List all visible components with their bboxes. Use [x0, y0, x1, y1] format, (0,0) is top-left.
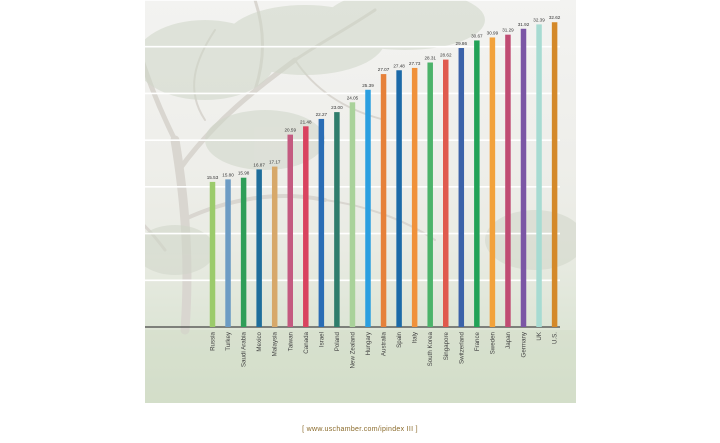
value-label: 27.48: [393, 63, 405, 68]
bar-south-korea: [427, 62, 433, 327]
value-label: 16.87: [253, 162, 265, 167]
value-label: 15.98: [238, 171, 250, 176]
value-label: 15.80: [222, 172, 234, 177]
x-tick-label: Japan: [505, 331, 512, 348]
value-label: 17.17: [269, 160, 281, 165]
x-tick-label: Sweden: [489, 331, 496, 354]
x-tick-label: Australia: [381, 331, 388, 356]
bar-italy: [411, 67, 418, 327]
value-label: 28.62: [440, 53, 452, 58]
bar-france: [474, 40, 480, 328]
value-label: 28.31: [424, 56, 436, 61]
x-tick-label: New Zealand: [349, 331, 356, 368]
x-tick-label: South Korea: [427, 331, 434, 366]
x-tick-label: Canada: [303, 331, 310, 353]
bar-sweden: [489, 37, 496, 328]
bar-mexico: [256, 169, 262, 327]
value-label: 32.62: [549, 15, 561, 20]
value-label: 23.00: [331, 105, 343, 110]
bar-spain: [396, 70, 402, 327]
x-tick-label: Russia: [210, 331, 217, 350]
bar-russia: [209, 181, 216, 327]
x-tick-label: Poland: [334, 331, 341, 351]
value-label: 31.92: [518, 22, 530, 27]
x-tick-label: UK: [536, 331, 543, 340]
value-label: 20.59: [285, 128, 297, 133]
x-tick-label: Mexico: [256, 331, 263, 351]
bar-germany: [520, 28, 527, 327]
chart-figure: 15.53 Russia 15.80 Turkey 15.98 Saudi Arabia 1…: [145, 0, 576, 403]
bar-taiwan: [287, 134, 293, 327]
value-label: 27.07: [378, 67, 390, 72]
bar-australia: [380, 74, 387, 327]
bar-malaysia: [271, 166, 278, 327]
bar-new-zealand: [349, 102, 356, 327]
x-tick-label: Malaysia: [272, 331, 279, 356]
value-label: 15.53: [207, 175, 219, 180]
x-tick-label: Switzerland: [458, 331, 465, 364]
value-label: 24.05: [347, 95, 359, 100]
bar-turkey: [225, 179, 231, 327]
chart-svg: 15.53 Russia 15.80 Turkey 15.98 Saudi Arabia 1…: [145, 0, 561, 368]
x-tick-label: Singapore: [443, 331, 450, 360]
bar-saudi-arabia: [240, 177, 247, 327]
tree-background-image: [145, 0, 576, 403]
bar-u-s-: [551, 22, 558, 328]
value-label: 22.27: [316, 112, 328, 117]
bar-israel: [318, 118, 325, 327]
value-label: 29.86: [456, 41, 468, 46]
value-label: 30.99: [487, 30, 499, 35]
value-label: 21.48: [300, 119, 312, 124]
value-label: 30.67: [471, 33, 483, 38]
x-tick-label: Spain: [396, 331, 403, 347]
x-tick-label: France: [474, 331, 481, 351]
bar-uk: [536, 24, 542, 327]
bar-hungary: [365, 89, 371, 328]
value-label: 31.29: [502, 28, 514, 33]
x-tick-label: Saudi Arabia: [241, 331, 248, 367]
bar-singapore: [443, 59, 449, 328]
x-tick-label: Hungary: [365, 331, 372, 355]
x-tick-label: Turkey: [225, 331, 232, 351]
value-label: 25.39: [362, 83, 374, 88]
bar-japan: [505, 34, 511, 328]
x-tick-label: Taiwan: [287, 331, 294, 351]
value-label: 32.39: [533, 17, 545, 22]
x-tick-label: Israel: [318, 332, 325, 347]
value-label: 27.73: [409, 61, 421, 66]
x-tick-label: Italy: [412, 331, 419, 343]
bar-switzerland: [458, 48, 465, 328]
bar-poland: [334, 112, 340, 327]
x-tick-label: Germany: [521, 331, 528, 357]
source-url[interactable]: [ www.uschamber.com/ipindex III ]: [302, 426, 418, 433]
bar-canada: [303, 126, 309, 327]
x-tick-label: U.S.: [552, 332, 559, 344]
